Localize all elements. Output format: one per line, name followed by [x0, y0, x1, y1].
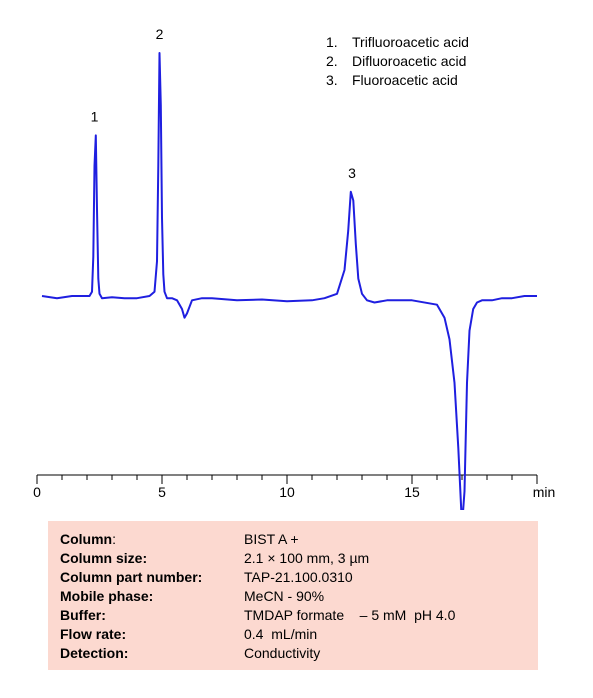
legend-number: 2. [326, 53, 338, 69]
legend-item: 1. Trifluoroacetic acid [326, 33, 469, 52]
condition-label: Detection: [60, 645, 129, 661]
condition-label: Column part number: [60, 569, 203, 585]
condition-value: BIST A + [244, 531, 299, 547]
condition-label: Column: [60, 531, 116, 547]
conditions-panel: Column: BIST A + Column size: 2.1 × 100 … [48, 521, 538, 670]
legend-number: 1. [326, 34, 338, 50]
condition-value: 2.1 × 100 mm, 3 µm [244, 550, 370, 566]
condition-value: Conductivity [244, 645, 321, 661]
legend-label: Fluoroacetic acid [352, 72, 458, 88]
x-tick-label: 5 [158, 484, 166, 500]
x-tick-label: 0 [33, 484, 41, 500]
x-axis-label: min [533, 484, 556, 500]
legend: 1. Trifluoroacetic acid 2. Difluoroacetic … [326, 33, 469, 90]
legend-number: 3. [326, 72, 338, 88]
legend-label: Difluoroacetic acid [352, 53, 467, 69]
legend-item: 3. Fluoroacetic acid [326, 71, 469, 90]
condition-value: MeCN - 90% [244, 588, 325, 604]
condition-label: Mobile phase: [60, 588, 154, 604]
condition-label: Flow rate: [60, 626, 127, 642]
chromatogram-trace [41, 52, 537, 510]
condition-label: Column size: [60, 550, 148, 566]
condition-value: TAP-21.100.0310 [244, 569, 353, 585]
chromatogram-chart: 0 5 10 15 min 1 2 3 [33, 26, 556, 510]
peak-label: 1 [91, 108, 99, 124]
condition-value: TMDAP formate – 5 mM pH 4.0 [244, 607, 456, 623]
condition-label: Buffer: [60, 607, 106, 623]
legend-label: Trifluoroacetic acid [352, 34, 469, 50]
peak-label: 2 [156, 26, 164, 42]
peak-label: 3 [348, 165, 356, 181]
condition-value: 0.4 mL/min [244, 626, 318, 642]
legend-item: 2. Difluoroacetic acid [326, 52, 469, 71]
x-tick-label: 10 [279, 484, 295, 500]
x-tick-label: 15 [404, 484, 420, 500]
